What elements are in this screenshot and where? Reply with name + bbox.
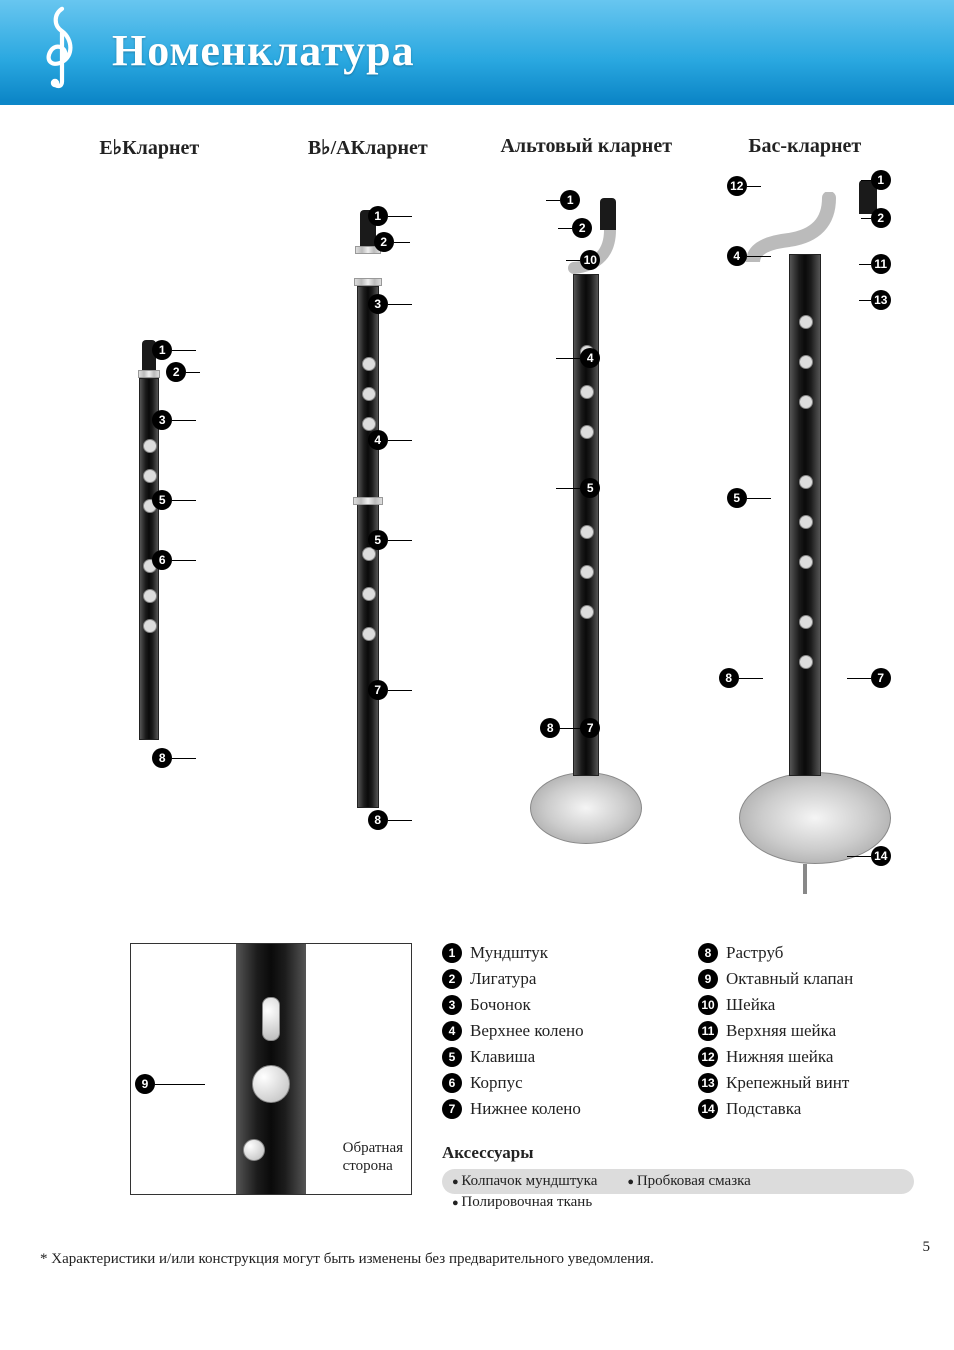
callout-bubble: 4 — [727, 246, 747, 266]
instrument-title: Бас-кларнет — [696, 135, 915, 158]
callout-bubble: 8 — [368, 810, 388, 830]
instrument-figure-alto: 1 2 10 4 5 8 7 — [530, 198, 642, 858]
callout-bubble: 1 — [871, 170, 891, 190]
legend-bubble: 7 — [442, 1099, 462, 1119]
legend-label: Верхняя шейка — [726, 1021, 836, 1041]
instrument-title: B♭/AКларнет — [259, 135, 478, 160]
accessories-section: Аксессуары Колпачок мундштука Пробковая … — [442, 1143, 914, 1215]
legend-label: Нижнее колено — [470, 1099, 581, 1119]
legend-label: Подставка — [726, 1099, 801, 1119]
legend-bubble: 5 — [442, 1047, 462, 1067]
legend-bubble: 10 — [698, 995, 718, 1015]
callout-bubble: 4 — [368, 430, 388, 450]
legend-label: Нижняя шейка — [726, 1047, 833, 1067]
legend-label: Крепежный винт — [726, 1073, 849, 1093]
legend-label: Верхнее колено — [470, 1021, 584, 1041]
accessory-item: Пробковая смазка — [627, 1173, 750, 1190]
detail-label: Обратная сторона — [343, 1139, 403, 1177]
instrument-row: E♭Кларнет — [40, 135, 914, 903]
legend-bubble: 6 — [442, 1073, 462, 1093]
legend-bubble: 11 — [698, 1021, 718, 1041]
accessory-item: Полировочная ткань — [452, 1194, 592, 1211]
legend-bubble: 12 — [698, 1047, 718, 1067]
callout-bubble: 7 — [871, 668, 891, 688]
treble-clef-icon — [30, 6, 94, 95]
page-header: Номенклатура — [0, 0, 954, 100]
content-area: E♭Кларнет — [0, 105, 954, 1235]
legend-label: Октавный клапан — [726, 969, 853, 989]
lower-section: 9 Обратная сторона 1 Мундштук 2 Лигатура 3… — [40, 943, 914, 1215]
callout-bubble: 10 — [580, 250, 600, 270]
legend-label: Мундштук — [470, 943, 548, 963]
legend-bubble: 13 — [698, 1073, 718, 1093]
accessory-item: Колпачок мундштука — [452, 1173, 597, 1190]
page-root: Номенклатура E♭Кларнет — [0, 0, 954, 1268]
callout-bubble: 2 — [871, 208, 891, 228]
legend-bubble: 1 — [442, 943, 462, 963]
instrument-col-bb: B♭/AКларнет — [259, 135, 478, 845]
legend-label: Корпус — [470, 1073, 523, 1093]
instrument-col-eb: E♭Кларнет — [40, 135, 259, 765]
callout-bubble: 5 — [368, 530, 388, 550]
callout-bubble: 7 — [368, 680, 388, 700]
callout-bubble: 2 — [166, 362, 186, 382]
callout-bubble: 3 — [152, 410, 172, 430]
legend-bubble: 3 — [442, 995, 462, 1015]
callout-bubble: 2 — [572, 218, 592, 238]
legend-bubble: 2 — [442, 969, 462, 989]
legend-label: Шейка — [726, 995, 775, 1015]
instrument-figure-bb: 1 2 3 4 5 7 8 — [354, 200, 382, 840]
legend-col-2: 8 Раструб 9 Октавный клапан 10 Шейка 11 Верх… — [698, 943, 914, 1125]
callout-bubble: 4 — [580, 348, 600, 368]
callout-bubble: 5 — [727, 488, 747, 508]
callout-bubble: 1 — [560, 190, 580, 210]
instrument-col-alto: Альтовый кларнет — [477, 135, 696, 863]
callout-bubble: 5 — [580, 478, 600, 498]
legend-label: Лигатура — [470, 969, 536, 989]
callout-bubble: 13 — [871, 290, 891, 310]
callout-bubble: 6 — [152, 550, 172, 570]
instrument-col-bass: Бас-кларнет — [696, 135, 915, 903]
instrument-title: E♭Кларнет — [40, 135, 259, 160]
page-title: Номенклатура — [112, 25, 415, 76]
accessories-title: Аксессуары — [442, 1143, 914, 1163]
legend-area: 1 Мундштук 2 Лигатура 3 Бочонок 4 Верхнее ко… — [442, 943, 914, 1215]
legend-label: Клавиша — [470, 1047, 535, 1067]
accessories-list: Колпачок мундштука Пробковая смазка — [442, 1169, 914, 1194]
legend-bubble: 14 — [698, 1099, 718, 1119]
callout-bubble: 8 — [719, 668, 739, 688]
instrument-title: Альтовый кларнет — [477, 135, 696, 158]
legend-bubble: 4 — [442, 1021, 462, 1041]
instrument-figure-eb: 1 2 3 5 6 8 — [138, 200, 160, 760]
footnote: * Характеристики и/или конструкция могут… — [40, 1251, 914, 1268]
callout-bubble: 12 — [727, 176, 747, 196]
accessories-list: Полировочная ткань — [442, 1194, 914, 1215]
legend-col-1: 1 Мундштук 2 Лигатура 3 Бочонок 4 Верхнее ко… — [442, 943, 658, 1125]
callout-bubble: 8 — [152, 748, 172, 768]
callout-bubble: 2 — [374, 232, 394, 252]
callout-bubble: 9 — [135, 1074, 155, 1094]
legend-label: Раструб — [726, 943, 783, 963]
callout-bubble: 11 — [871, 254, 891, 274]
callout-bubble: 5 — [152, 490, 172, 510]
legend-bubble: 9 — [698, 969, 718, 989]
callout-bubble: 3 — [368, 294, 388, 314]
callout-bubble: 1 — [152, 340, 172, 360]
callout-bubble: 7 — [580, 718, 600, 738]
legend-bubble: 8 — [698, 943, 718, 963]
callout-bubble: 1 — [368, 206, 388, 226]
callout-bubble: 14 — [871, 846, 891, 866]
instrument-figure-bass: 12 1 2 4 11 13 5 8 7 14 — [719, 198, 891, 898]
detail-inset: 9 Обратная сторона — [130, 943, 412, 1195]
legend-label: Бочонок — [470, 995, 531, 1015]
page-number: 5 — [923, 1239, 931, 1256]
